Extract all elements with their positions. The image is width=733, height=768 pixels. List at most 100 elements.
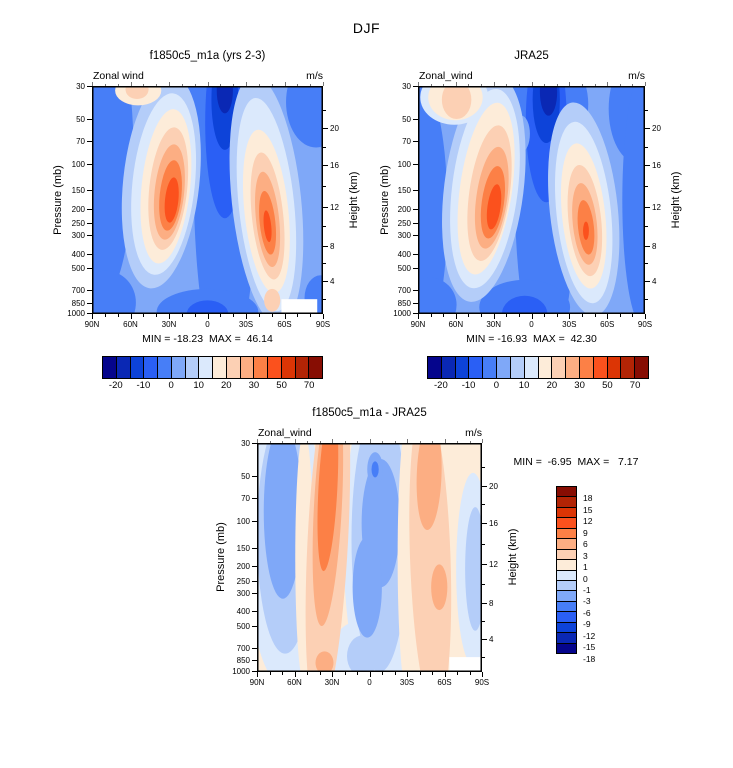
colorbar-label: -20 — [108, 380, 123, 391]
axis-tick — [645, 226, 648, 228]
colorbar-cell — [620, 356, 636, 379]
colorbar-label: 20 — [546, 380, 558, 391]
axis-tick — [455, 314, 457, 319]
colorbar-label: -10 — [136, 380, 151, 391]
axis-tick — [506, 83, 508, 86]
pressure-tick-label: 200 — [71, 204, 85, 214]
axis-tick — [87, 140, 92, 142]
axis-tick — [252, 580, 257, 582]
contour-field — [257, 443, 482, 672]
axis-tick — [482, 522, 487, 524]
axis-tick — [332, 672, 333, 677]
axis-tick — [252, 521, 257, 523]
axis-tick — [581, 314, 583, 317]
axis-tick — [413, 119, 418, 121]
axis-tick — [469, 672, 471, 675]
colorbar-label: 0 — [583, 573, 588, 584]
colorbar-label: 70 — [303, 380, 315, 391]
axis-tick — [181, 83, 183, 86]
axis-tick — [407, 672, 408, 677]
pressure-tick-label: 150 — [71, 186, 85, 196]
axis-tick — [130, 314, 132, 319]
colorbar-label: 10 — [193, 380, 204, 391]
axis-tick — [407, 439, 408, 443]
lat-tick-label: 90S — [474, 678, 490, 687]
colorbar-cell — [212, 356, 227, 379]
colorbar-cell — [143, 356, 158, 379]
axis-tick — [117, 314, 119, 317]
pressure-tick-label: 50 — [241, 472, 250, 482]
height-tick-label: 12 — [330, 202, 339, 212]
panel-model-var-label: Zonal wind — [93, 70, 144, 82]
pressure-tick-label: 30 — [402, 82, 411, 91]
axis-tick — [432, 440, 433, 443]
axis-tick — [413, 313, 418, 314]
axis-tick — [418, 82, 419, 86]
axis-tick — [645, 186, 648, 188]
pressure-tick-label: 850 — [236, 656, 250, 666]
axis-tick — [482, 656, 485, 658]
axis-tick — [297, 83, 299, 86]
contour-plot-diff: 90N 60N 30N 0 30S 60S 90S 30 50 70 100 150 200 250 300… — [232, 439, 498, 687]
panel-diff-ylabel: Pressure (mb) — [215, 522, 227, 592]
pressure-tick-label: 300 — [397, 231, 411, 241]
axis-tick — [430, 83, 432, 86]
pressure-tick-label: 100 — [236, 517, 250, 527]
pressure-tick-label: 150 — [397, 186, 411, 196]
axis-tick — [645, 298, 648, 300]
colorbar-label: 9 — [583, 527, 588, 538]
pressure-tick-label: 250 — [397, 219, 411, 229]
colorbar-label: -3 — [583, 596, 591, 607]
axis-tick — [645, 82, 646, 86]
axis-tick — [310, 83, 312, 86]
axis-tick — [482, 564, 487, 566]
axis-tick — [252, 671, 257, 672]
lat-tick-label: 0 — [529, 320, 534, 329]
colorbar-label: 0 — [168, 380, 174, 391]
axis-tick — [619, 314, 621, 317]
lat-tick-label: 60S — [437, 678, 452, 687]
axis-tick — [87, 235, 92, 237]
colorbar-cell — [509, 356, 525, 379]
colorbar-cell — [157, 356, 172, 379]
axis-tick — [344, 440, 346, 443]
lat-tick-label: 0 — [367, 678, 372, 687]
colorbar-cell — [454, 356, 470, 379]
panel-jra25-title: JRA25 — [514, 50, 549, 62]
colorbar-cell — [565, 356, 580, 379]
axis-tick — [413, 302, 418, 304]
axis-tick — [104, 83, 106, 86]
axis-tick — [194, 83, 196, 86]
panel-model-y2label: Height (km) — [348, 171, 360, 229]
axis-tick — [87, 268, 92, 270]
axis-tick — [482, 467, 485, 468]
axis-tick — [323, 263, 326, 265]
lat-tick-label: 30S — [399, 678, 415, 687]
pressure-tick-label: 50 — [402, 115, 411, 125]
pressure-tick-label: 700 — [397, 285, 411, 295]
axis-tick — [194, 314, 196, 317]
axis-tick — [319, 440, 321, 443]
colorbar-label: 20 — [221, 380, 232, 391]
axis-tick — [87, 163, 92, 165]
colorbar-label: -1 — [583, 584, 591, 595]
panel-jra25-units-label: m/s — [628, 70, 645, 82]
height-tick-label: 20 — [652, 124, 661, 134]
contour-plot-model: 90N 60N 30N 0 30S 60S 90S 30 50 70 100 150 200 250 300… — [67, 82, 339, 329]
lat-tick-label: 90S — [637, 320, 653, 329]
axis-tick — [323, 298, 326, 300]
axis-tick — [457, 672, 458, 675]
colorbar-cell — [184, 356, 200, 379]
axis-tick — [413, 253, 418, 255]
pressure-tick-label: 70 — [402, 136, 411, 146]
colorbar-label: -10 — [461, 380, 476, 391]
axis-tick — [323, 146, 326, 148]
axis-tick — [87, 208, 92, 210]
axis-tick — [544, 314, 546, 317]
colorbar-label: -18 — [583, 653, 596, 664]
lat-tick-label: 60S — [277, 320, 292, 329]
axis-tick — [493, 314, 495, 319]
colorbar-cell — [308, 356, 323, 379]
axis-tick — [569, 314, 571, 319]
